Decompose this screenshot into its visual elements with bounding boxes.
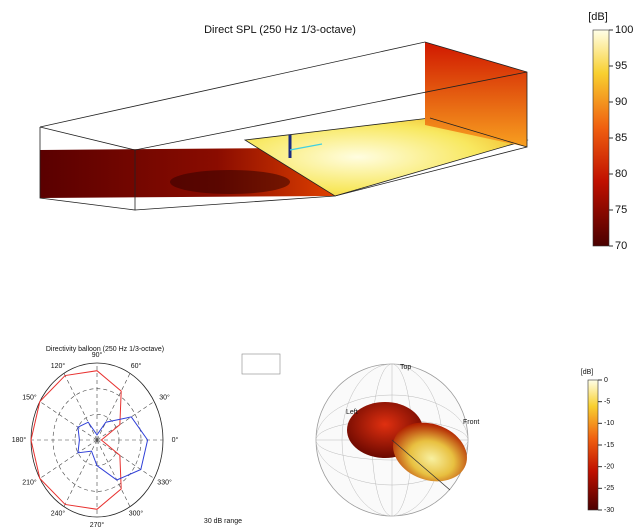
angle-label: 180° xyxy=(12,436,27,444)
tick-label: 0 xyxy=(604,377,608,384)
tick-label: 70 xyxy=(615,240,627,252)
polar-spoke xyxy=(63,439,98,507)
angle-label: 270° xyxy=(90,521,105,527)
room-view xyxy=(39,41,529,211)
angle-label: 60° xyxy=(131,362,142,370)
angle-label: 30° xyxy=(159,393,170,401)
wall-right xyxy=(425,42,527,147)
spl-title: Direct SPL (250 Hz 1/3-octave) xyxy=(204,24,356,36)
polar-spoke xyxy=(96,373,131,441)
polar-spoke xyxy=(96,439,131,507)
tick-label: -25 xyxy=(604,485,614,492)
colorbar xyxy=(592,29,610,247)
angle-label: 120° xyxy=(51,362,66,370)
tick-label: -30 xyxy=(604,507,614,514)
tick-label: -10 xyxy=(604,420,614,427)
balloon-view xyxy=(315,363,469,517)
angle-label: 240° xyxy=(51,509,66,517)
polar-spoke xyxy=(96,401,155,441)
tick-label: 100 xyxy=(615,24,633,36)
polar-curve xyxy=(30,370,122,510)
polar-spoke xyxy=(96,439,155,479)
lobe-front xyxy=(393,422,467,482)
tick-label: 85 xyxy=(615,132,627,144)
tick-label: -20 xyxy=(604,464,614,471)
legend xyxy=(241,353,281,375)
axis-line xyxy=(391,439,451,491)
angle-label: 0° xyxy=(172,436,179,444)
shadow xyxy=(170,170,290,194)
directivity-plot: 0° 30° 60° 90° 120° 150° 180° 210° 240° 270° 300° 3… xyxy=(12,351,273,527)
colorbar-label: [dB] xyxy=(581,369,594,376)
polar-title: Directivity balloon (250 Hz 1/3-octave) xyxy=(46,346,164,353)
room-edge xyxy=(39,127,136,211)
axis-label: Left xyxy=(346,409,358,416)
angle-label: 150° xyxy=(22,393,37,401)
polar-spoke xyxy=(63,373,98,441)
angle-label: 90° xyxy=(92,351,103,359)
room-edge xyxy=(134,146,528,211)
colorbar-label: [dB] xyxy=(588,11,608,23)
axis-label: Front xyxy=(463,419,479,426)
angle-label: 330° xyxy=(157,478,172,486)
colorbar xyxy=(587,379,599,511)
range-note: 30 dB range xyxy=(204,518,242,525)
tick-label: 95 xyxy=(615,60,627,72)
tick-label: 75 xyxy=(615,204,627,216)
polar-curve xyxy=(77,416,149,481)
tick-label: 90 xyxy=(615,96,627,108)
tick-label: -15 xyxy=(604,442,614,449)
axis-label: Top xyxy=(400,364,411,371)
angle-label: 300° xyxy=(129,509,144,517)
angle-label: 210° xyxy=(22,478,37,486)
polar-spoke xyxy=(39,401,98,441)
polar-spoke xyxy=(39,439,98,479)
tick-label: -5 xyxy=(604,399,610,406)
source-axis xyxy=(289,143,323,151)
tick-label: 80 xyxy=(615,168,627,180)
